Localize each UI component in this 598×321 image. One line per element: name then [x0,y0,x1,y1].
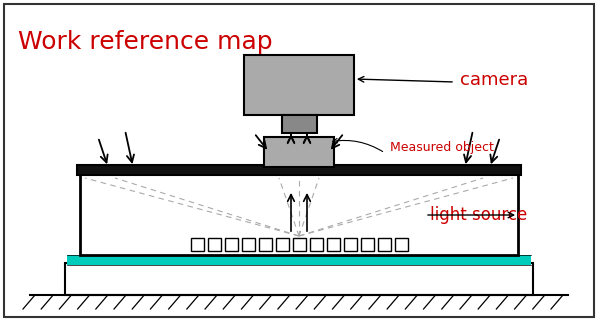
Bar [327,238,340,251]
Bar [282,115,317,133]
Bar [242,238,255,251]
Bar [30,295,568,309]
Bar [191,238,204,251]
Bar [65,263,533,295]
Bar [67,255,531,265]
Bar [225,238,238,251]
Text: camera: camera [460,71,528,89]
Bar [77,165,521,175]
Bar [264,137,334,167]
Bar [293,238,306,251]
Bar [310,238,323,251]
Bar [276,238,289,251]
Text: Measured object: Measured object [390,142,494,154]
Bar [259,238,272,251]
Text: Work reference map: Work reference map [18,30,273,54]
Bar [80,165,518,255]
Bar [344,238,357,251]
Bar [378,238,391,251]
Bar [208,238,221,251]
Bar [361,238,374,251]
Text: light source: light source [430,206,527,224]
Bar [395,238,408,251]
Bar [244,55,354,115]
